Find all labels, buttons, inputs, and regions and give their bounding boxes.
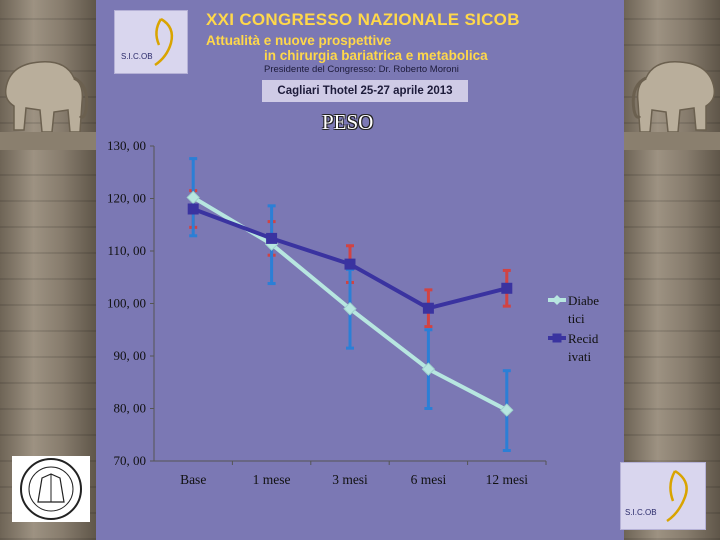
elephant-statue-left [0, 61, 96, 150]
congress-subtitle-line1: Attualità e nuove prospettive [206, 33, 392, 48]
x-tick-label: 12 mesi [486, 472, 529, 487]
legend-label: tici [568, 311, 585, 326]
diabetici-point [186, 190, 200, 205]
recidivati-point [187, 203, 199, 215]
congress-president: Presidente del Congresso: Dr. Roberto Mo… [264, 64, 459, 75]
congress-title: XXI CONGRESSO NAZIONALE SICOB [206, 10, 520, 29]
legend-swatch-marker [552, 333, 562, 343]
recidivati-point [501, 282, 513, 294]
sicob-logo-text: S.I.C.OB [121, 52, 153, 61]
elephant-statue-right [624, 61, 720, 150]
x-tick-label: Base [180, 472, 206, 487]
legend-label: ivati [568, 349, 591, 364]
x-tick-label: 3 mesi [332, 472, 368, 487]
y-tick-label: 110, 00 [107, 243, 146, 258]
y-tick-label: 120, 00 [107, 191, 146, 206]
sicob-logo: S.I.C.OB [114, 10, 188, 74]
recidivati-point [344, 258, 356, 270]
recidivati-point [422, 302, 434, 314]
legend-label: Diabe [568, 293, 599, 308]
corner-logo-text: S.I.C.OB [625, 508, 657, 517]
y-tick-label: 130, 00 [107, 138, 146, 153]
y-tick-label: 70, 00 [114, 453, 147, 468]
x-tick-label: 6 mesi [411, 472, 447, 487]
diabetici-point [343, 302, 357, 316]
diabetici-point [421, 362, 436, 376]
legend-swatch-marker [552, 295, 562, 305]
x-tick-label: 1 mese [253, 472, 291, 487]
congress-subtitle-line2: in chirurgia bariatrica e metabolica [264, 48, 488, 63]
congress-venue: Cagliari Thotel 25-27 aprile 2013 [262, 80, 468, 102]
recidivati-point [266, 232, 278, 244]
diabetici-point [500, 403, 514, 417]
legend-label: Recid [568, 331, 599, 346]
university-seal [12, 456, 90, 522]
y-tick-label: 80, 00 [114, 401, 147, 416]
chart-panel [96, 106, 620, 540]
y-tick-label: 90, 00 [114, 348, 147, 363]
y-tick-label: 100, 00 [107, 296, 146, 311]
congress-banner: S.I.C.OB XXI CONGRESSO NAZIONALE SICOB A… [112, 8, 530, 78]
sicob-corner-logo: S.I.C.OB [620, 462, 706, 530]
chart-title: PESO [322, 110, 374, 134]
